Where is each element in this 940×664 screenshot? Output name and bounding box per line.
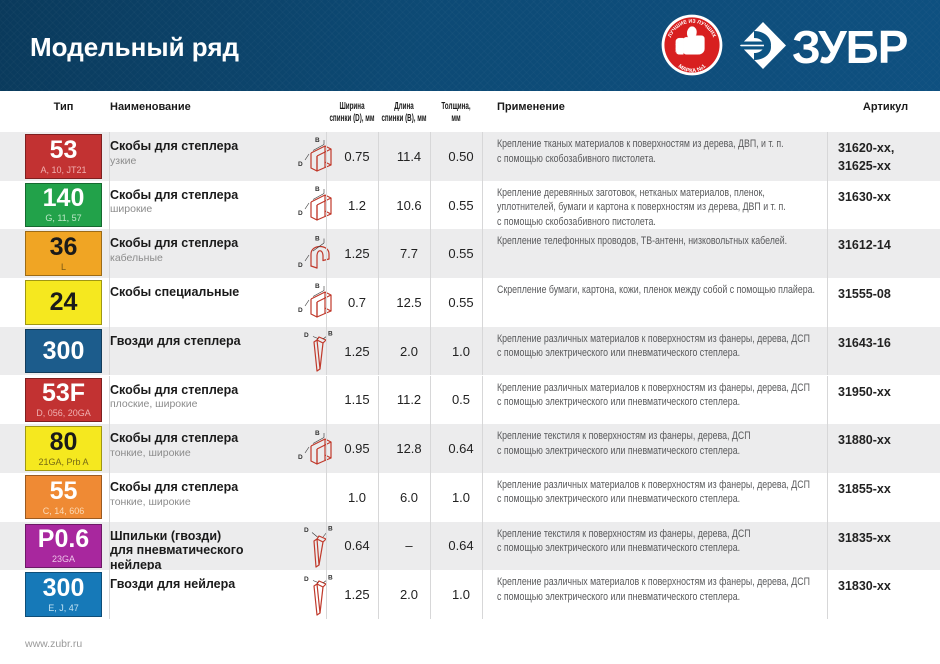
svg-text:D: D — [298, 262, 303, 269]
svg-text:D: D — [304, 527, 309, 534]
svg-text:D: D — [298, 161, 303, 168]
svg-text:B: B — [315, 235, 320, 242]
svg-text:B: B — [315, 283, 320, 290]
svg-text:ЗУБР: ЗУБР — [792, 22, 908, 69]
svg-text:D: D — [304, 332, 309, 339]
svg-text:D: D — [298, 454, 303, 461]
svg-text:D: D — [298, 307, 303, 314]
svg-text:D: D — [304, 576, 309, 583]
svg-text:D: D — [298, 210, 303, 217]
svg-text:B: B — [315, 430, 320, 437]
svg-text:B: B — [315, 137, 320, 144]
svg-text:B: B — [315, 186, 320, 193]
